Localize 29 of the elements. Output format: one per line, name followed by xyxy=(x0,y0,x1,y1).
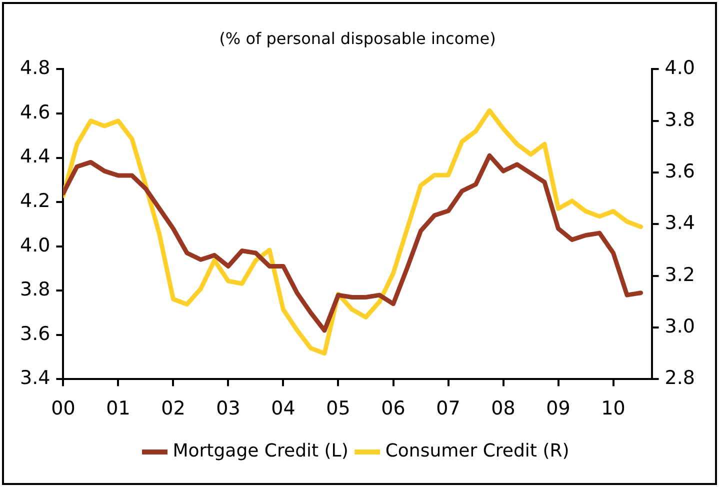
y-tick-label: 4.6 xyxy=(20,101,50,124)
x-tick-label: 01 xyxy=(106,398,130,420)
y-tick-label: 4.8 xyxy=(20,57,50,80)
y2-tick-label: 3.6 xyxy=(664,160,695,182)
y2-tick-label: 3.0 xyxy=(664,315,695,338)
x-tick-label: 00 xyxy=(51,398,76,420)
x-tick-label: 07 xyxy=(436,398,460,420)
y-tick-label: 3.6 xyxy=(20,322,50,345)
y-tick-label: 3.4 xyxy=(20,367,50,390)
x-tick-label: 10 xyxy=(601,398,626,420)
y2-tick-label: 3.4 xyxy=(664,212,695,234)
chart-title: (% of personal disposable income) xyxy=(219,28,496,48)
y2-tick-label: 3.2 xyxy=(664,264,695,286)
x-tick-label: 04 xyxy=(271,398,296,420)
x-tick-label: 02 xyxy=(161,398,186,420)
y-tick-label: 4.0 xyxy=(20,234,50,256)
x-tick-label: 05 xyxy=(326,398,350,420)
y2-tick-label: 3.8 xyxy=(664,108,695,131)
x-tick-label: 03 xyxy=(216,398,240,420)
y2-tick-label: 4.0 xyxy=(664,57,695,80)
y-tick-label: 4.4 xyxy=(20,146,50,168)
y-tick-label: 4.2 xyxy=(20,190,50,212)
x-tick-label: 08 xyxy=(491,398,516,420)
x-tick-label: 09 xyxy=(546,398,570,420)
legend-label: Consumer Credit (R) xyxy=(385,440,570,462)
y2-tick-label: 2.8 xyxy=(664,367,695,390)
x-tick-label: 06 xyxy=(381,398,406,420)
legend-label: Mortgage Credit (L) xyxy=(172,440,348,462)
y-tick-label: 3.8 xyxy=(20,278,50,301)
